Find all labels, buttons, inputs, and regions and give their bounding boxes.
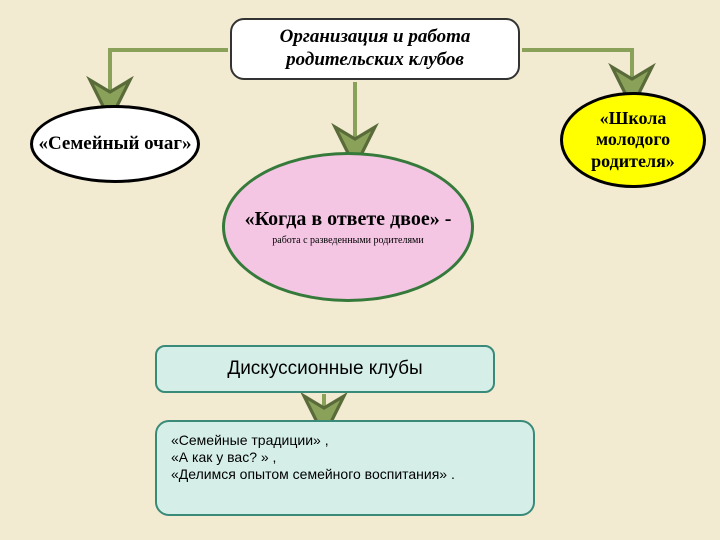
center-ellipse: «Когда в ответе двое» - работа с разведе… xyxy=(222,152,474,302)
title-box: Организация и работа родительских клубов xyxy=(230,18,520,80)
bottom-text: «Семейные традиции» , «А как у вас? » , … xyxy=(171,432,455,482)
left-ellipse-text: «Семейный очаг» xyxy=(38,133,191,156)
discussion-text: Дискуссионные клубы xyxy=(227,358,422,381)
right-ellipse: «Школа молодого родителя» xyxy=(560,92,706,188)
left-ellipse: «Семейный очаг» xyxy=(30,105,200,183)
center-sub-text: работа с разведенными родителями xyxy=(272,235,423,247)
right-ellipse-text: «Школа молодого родителя» xyxy=(563,108,703,173)
bottom-box: «Семейные традиции» , «А как у вас? » , … xyxy=(155,420,535,516)
discussion-box: Дискуссионные клубы xyxy=(155,345,495,393)
title-text: Организация и работа родительских клубов xyxy=(232,26,518,72)
center-main-text: «Когда в ответе двое» - xyxy=(245,207,452,231)
